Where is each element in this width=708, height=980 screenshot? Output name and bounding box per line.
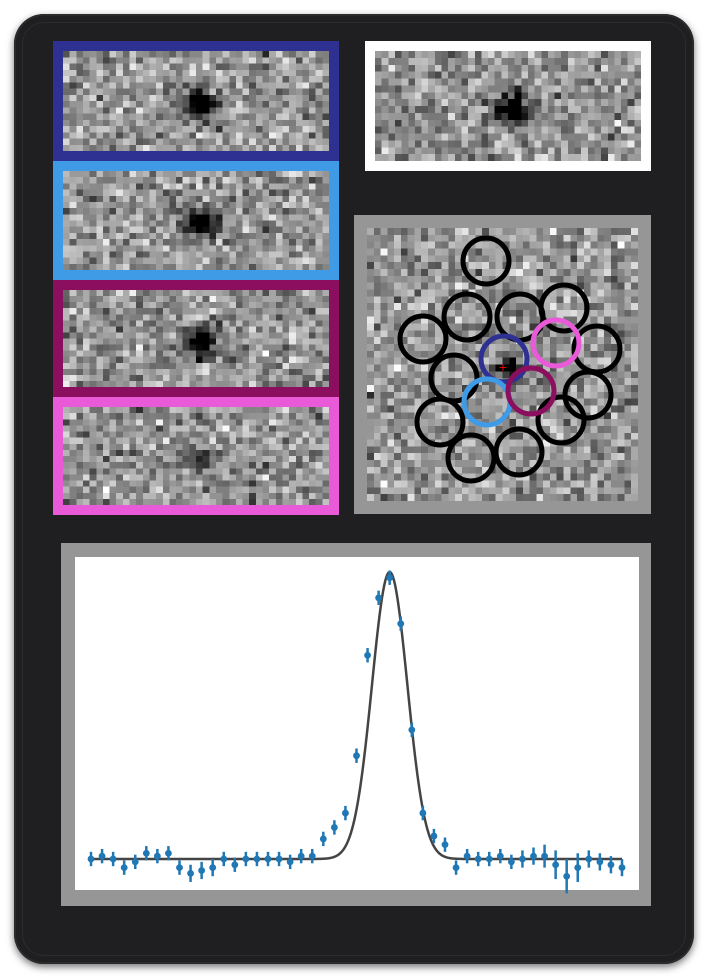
- data-point: [618, 864, 626, 872]
- aperture-ring: [538, 282, 590, 334]
- data-point: [375, 594, 383, 602]
- data-point: [386, 574, 394, 582]
- spectrum-plot: [61, 543, 651, 906]
- data-point: [308, 852, 316, 860]
- data-point: [463, 852, 471, 860]
- data-point: [153, 852, 161, 860]
- stamp-3: [53, 280, 339, 397]
- data-point: [264, 855, 272, 863]
- stamp-4: [53, 397, 339, 515]
- x-tick: [217, 901, 230, 906]
- data-point: [253, 855, 261, 863]
- y-tick: [61, 750, 67, 761]
- aperture-ring-highlight: [461, 376, 513, 428]
- aperture-rings: +: [397, 235, 623, 484]
- stamp-2-image: [63, 171, 329, 270]
- data-point: [530, 852, 537, 860]
- data-point: [286, 858, 294, 866]
- data-point: [364, 651, 371, 659]
- y-tick: [61, 802, 67, 813]
- stamp-3-image: [63, 290, 329, 387]
- data-point: [87, 855, 95, 863]
- aperture-ring: [414, 396, 466, 448]
- aperture-ring-highlight: [478, 333, 530, 385]
- plot-area: [75, 557, 639, 890]
- data-point: [552, 861, 560, 869]
- y-tick: [61, 699, 67, 710]
- data-point: [187, 869, 194, 877]
- aperture-ring: [571, 323, 623, 375]
- data-point: [198, 867, 206, 874]
- data-point: [474, 855, 482, 863]
- aperture-ring-highlight: [505, 365, 557, 417]
- stamp-4-image: [63, 407, 329, 505]
- aperture-ring-highlight: [530, 317, 582, 369]
- data-point: [342, 809, 349, 817]
- stamp-1-image: [63, 51, 329, 151]
- data-point: [452, 864, 460, 872]
- center-marker: +: [498, 361, 507, 374]
- data-point: [120, 864, 128, 872]
- data-point: [176, 864, 183, 872]
- data-point: [408, 726, 416, 734]
- stamp-combined: [365, 41, 651, 171]
- aperture-ring: [493, 426, 545, 478]
- data-point: [242, 855, 250, 863]
- y-tick: [61, 647, 67, 658]
- data-point: [485, 855, 493, 863]
- x-tick: [439, 901, 451, 906]
- data-point: [353, 752, 360, 760]
- data-point: [131, 858, 139, 866]
- data-point: [585, 855, 593, 863]
- data-point: [507, 858, 515, 866]
- aperture-ring: [460, 235, 512, 287]
- stamp-combined-image: [375, 51, 641, 161]
- data-point: [231, 861, 239, 869]
- data-point: [596, 858, 604, 866]
- data-point: [330, 824, 338, 831]
- data-point: [275, 855, 283, 863]
- data-point: [496, 852, 504, 860]
- data-point: [563, 872, 571, 880]
- aperture-map: +: [354, 215, 651, 514]
- aperture-ring: [445, 432, 497, 484]
- aperture-ring: [562, 369, 614, 421]
- data-point: [297, 852, 305, 860]
- data-point: [165, 849, 172, 857]
- device-inner-edge: [22, 22, 686, 956]
- aperture-ring: [535, 394, 587, 446]
- stamp-1: [53, 41, 339, 161]
- data-point: [574, 864, 582, 872]
- data-point: [441, 841, 449, 849]
- data-point: [142, 849, 150, 857]
- x-tick: [549, 901, 562, 906]
- y-tick: [61, 595, 67, 606]
- data-point: [541, 852, 548, 860]
- x-tick: [107, 901, 120, 906]
- spectrum-chart: [61, 557, 639, 906]
- data-point: [419, 809, 427, 817]
- data-point: [220, 855, 228, 863]
- data-point: [209, 864, 217, 872]
- data-point: [98, 852, 106, 860]
- y-tick: [61, 854, 67, 864]
- data-point: [519, 855, 526, 863]
- aperture-ring: [428, 352, 480, 404]
- aperture-ring: [397, 313, 449, 365]
- data-point: [319, 835, 327, 843]
- aperture-ring: [441, 291, 493, 343]
- data-point: [430, 832, 438, 840]
- x-tick: [328, 901, 341, 906]
- data-point: [397, 620, 405, 628]
- data-point: [607, 861, 615, 869]
- data-point: [109, 855, 117, 863]
- stamp-2: [53, 161, 339, 280]
